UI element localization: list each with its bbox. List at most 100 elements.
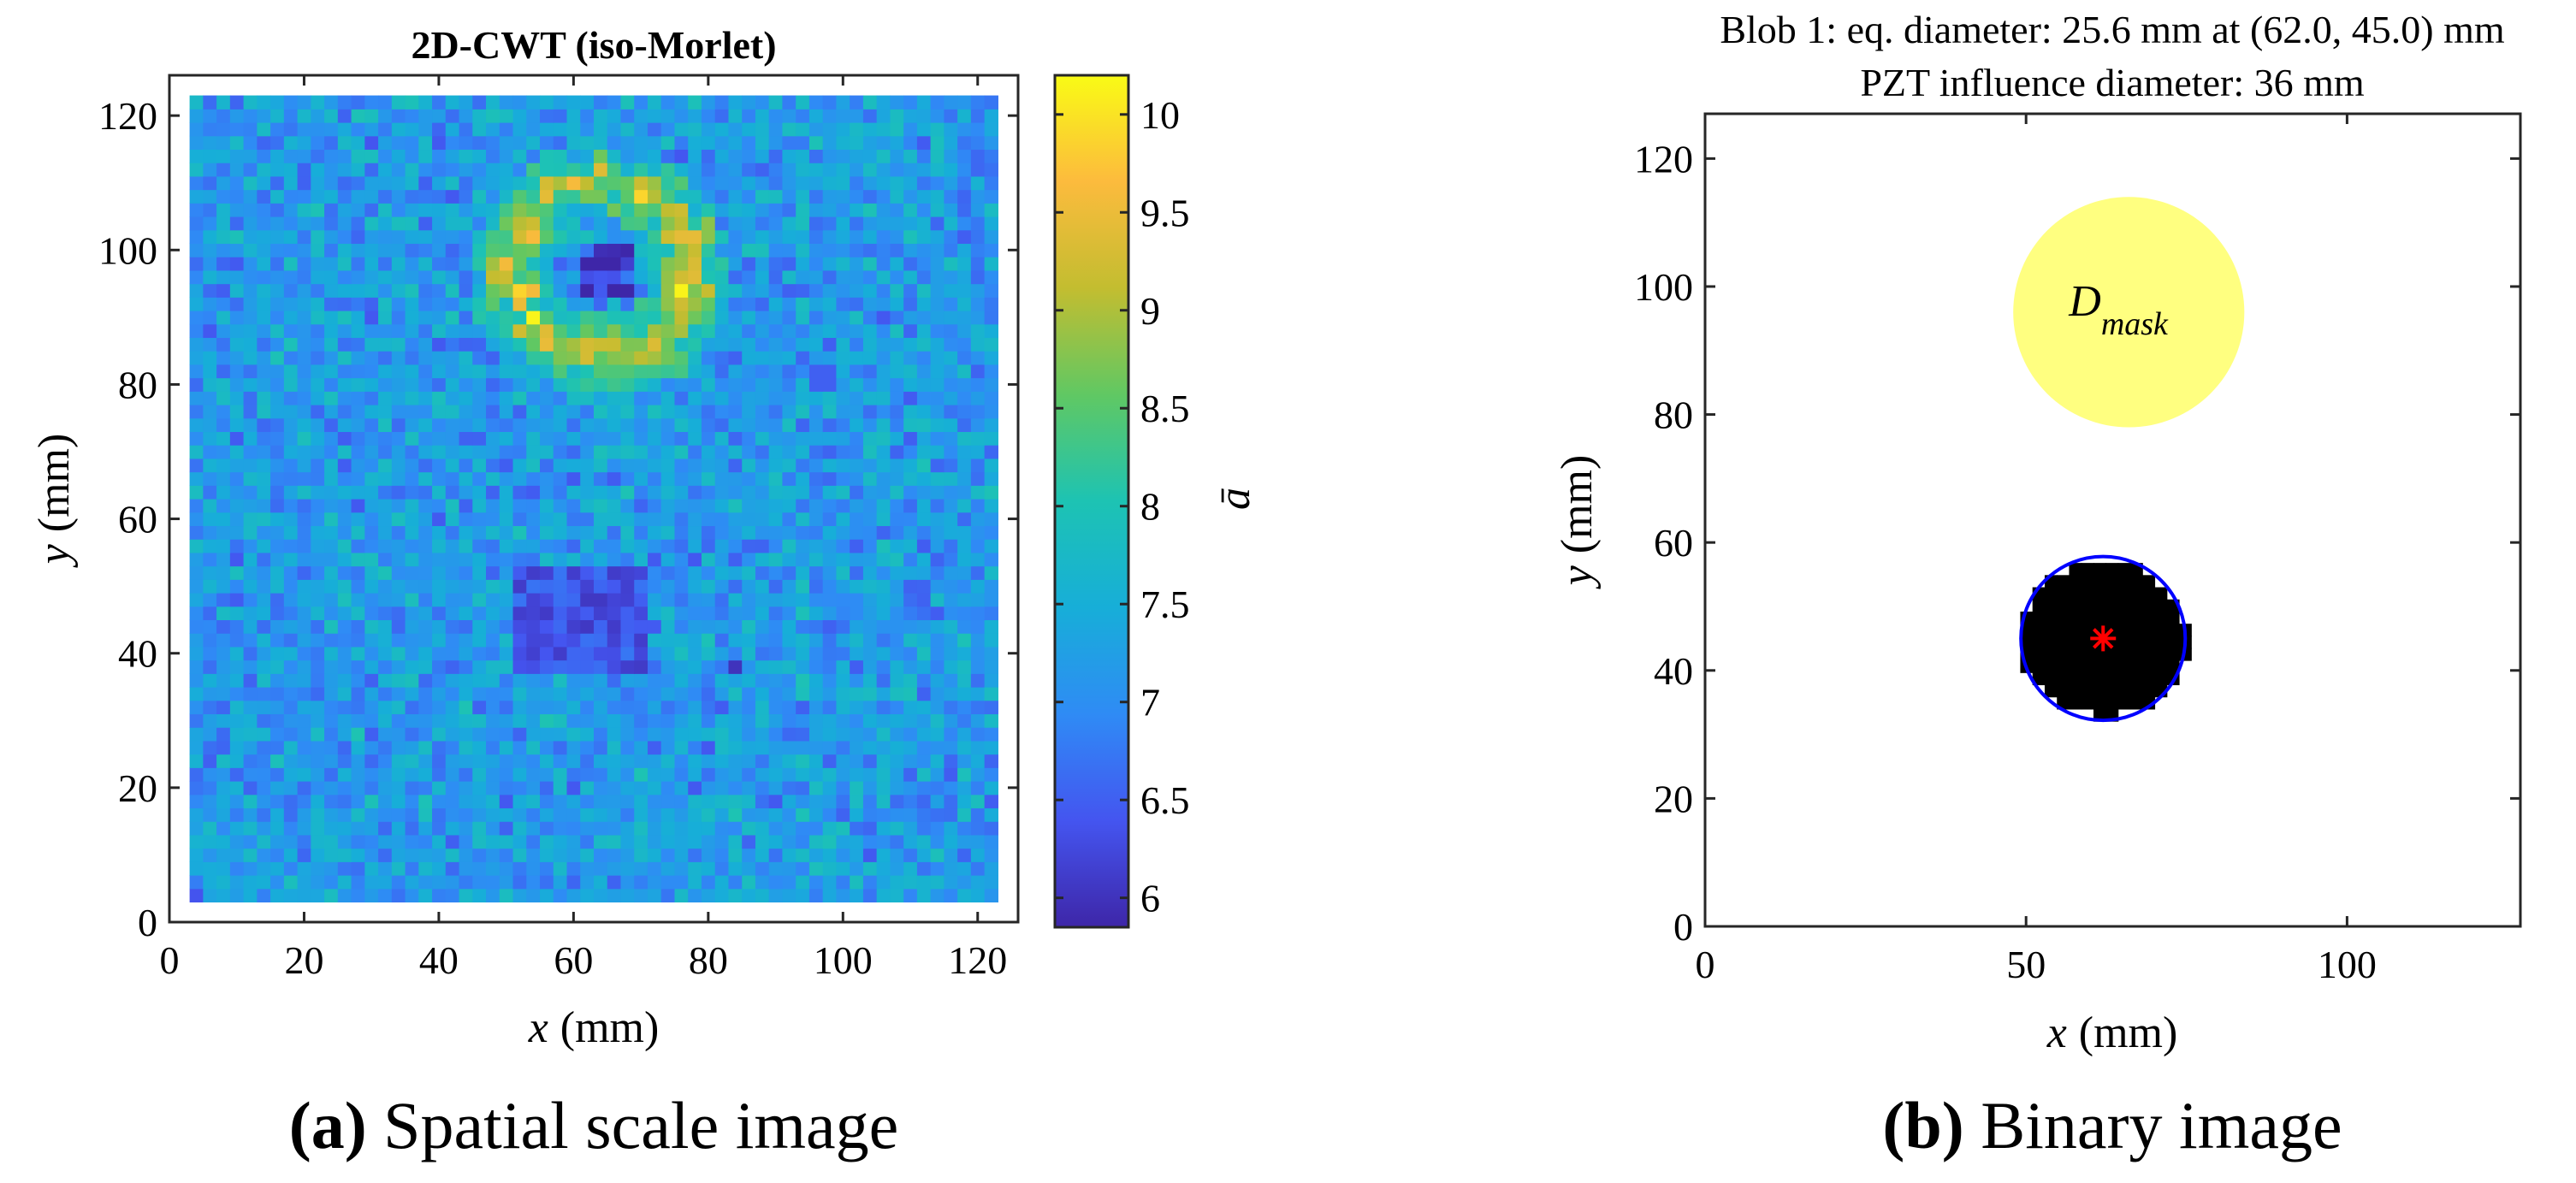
heatmap-cell <box>472 767 487 782</box>
heatmap-cell <box>432 781 447 796</box>
heatmap-cell <box>660 351 676 365</box>
heatmap-cell <box>984 740 998 755</box>
heatmap-cell <box>836 619 850 634</box>
heatmap-cell <box>594 499 608 513</box>
heatmap-cell <box>808 606 824 621</box>
heatmap-cell <box>459 311 473 325</box>
heatmap-cell <box>714 713 730 728</box>
heatmap-cell <box>337 512 352 527</box>
heatmap-cell <box>742 646 756 661</box>
heatmap-cell <box>836 673 850 688</box>
heatmap-cell <box>216 687 231 701</box>
heatmap-cell <box>580 445 595 459</box>
heatmap-cell <box>876 552 891 567</box>
blob-pixel <box>2105 587 2119 600</box>
heatmap-cell <box>742 552 756 567</box>
heatmap-cell <box>257 95 271 109</box>
heatmap-cell <box>850 471 864 486</box>
heatmap-cell <box>822 539 838 553</box>
heatmap-cell <box>607 646 622 661</box>
heatmap-cell <box>970 754 986 768</box>
heatmap-cell <box>647 767 662 782</box>
heatmap-cell <box>472 727 487 742</box>
heatmap-cell <box>486 135 500 151</box>
heatmap-cell <box>660 593 676 607</box>
heatmap-cell <box>378 445 393 459</box>
heatmap-cell <box>378 525 393 540</box>
heatmap-cell <box>378 269 393 285</box>
heatmap-cell <box>311 377 325 392</box>
heatmap-cell <box>742 754 756 768</box>
heatmap-cell <box>311 781 325 796</box>
heatmap-cell <box>594 445 608 459</box>
heatmap-cell <box>432 311 447 325</box>
heatmap-cell <box>607 149 622 163</box>
heatmap-cell <box>243 417 258 433</box>
heatmap-cell <box>808 539 824 553</box>
heatmap-cell <box>647 700 662 715</box>
heatmap-cell <box>903 821 918 836</box>
heatmap-cell <box>512 606 527 621</box>
heatmap-cell <box>297 499 311 513</box>
heatmap-cell <box>418 364 433 379</box>
heatmap-cell <box>674 633 689 648</box>
heatmap-cell <box>486 848 500 862</box>
heatmap-cell <box>970 364 986 379</box>
heatmap-cell <box>512 807 527 822</box>
heatmap-cell <box>243 539 258 553</box>
heatmap-cell <box>472 646 487 661</box>
heatmap-cell <box>930 445 945 459</box>
heatmap-cell <box>647 109 662 123</box>
heatmap-cell <box>405 149 419 163</box>
heatmap-cell <box>890 471 904 486</box>
blob-pixel <box>2069 684 2082 698</box>
heatmap-cell <box>660 391 676 405</box>
heatmap-cell <box>566 619 581 634</box>
heatmap-cell <box>688 646 702 661</box>
heatmap-cell <box>499 229 514 245</box>
heatmap-cell <box>566 727 581 742</box>
heatmap-cell <box>405 660 419 674</box>
heatmap-cell <box>890 95 904 109</box>
heatmap-cell <box>324 700 339 715</box>
heatmap-cell <box>808 888 824 903</box>
heatmap-cell <box>459 794 473 809</box>
heatmap-cell <box>808 391 824 405</box>
heatmap-cell <box>486 619 500 634</box>
heatmap-cell <box>512 163 527 177</box>
y-tick-label: 0 <box>1673 905 1693 949</box>
heatmap-cell <box>540 269 554 285</box>
heatmap-cell <box>728 821 743 836</box>
heatmap-cell <box>688 888 702 903</box>
heatmap-cell <box>876 175 891 191</box>
heatmap-cell <box>782 243 796 257</box>
heatmap-cell <box>862 579 878 594</box>
heatmap-cell <box>257 646 271 661</box>
heatmap-cell <box>862 740 878 755</box>
heatmap-cell <box>512 95 527 109</box>
heatmap-cell <box>984 203 998 217</box>
heatmap-cell <box>850 417 864 433</box>
heatmap-cell <box>324 216 339 231</box>
heatmap-cell <box>714 888 730 903</box>
heatmap-cell <box>674 485 689 500</box>
heatmap-cell <box>836 807 850 822</box>
heatmap-cell <box>540 834 554 849</box>
heatmap-cell <box>337 606 352 621</box>
heatmap-cell <box>418 888 433 903</box>
heatmap-cell <box>634 297 648 311</box>
heatmap-cell <box>808 713 824 728</box>
heatmap-cell <box>620 377 635 392</box>
heatmap-cell <box>728 875 743 890</box>
heatmap-cell <box>580 807 595 822</box>
heatmap-cell <box>432 888 447 903</box>
heatmap-cell <box>229 727 245 742</box>
heatmap-cell <box>445 807 460 822</box>
heatmap-cell <box>459 417 473 433</box>
heatmap-cell <box>324 269 339 285</box>
heatmap-cell <box>283 740 299 755</box>
heatmap-cell <box>728 405 743 419</box>
heatmap-cell <box>862 417 878 433</box>
heatmap-cell <box>351 431 365 446</box>
heatmap-cell <box>257 552 271 567</box>
